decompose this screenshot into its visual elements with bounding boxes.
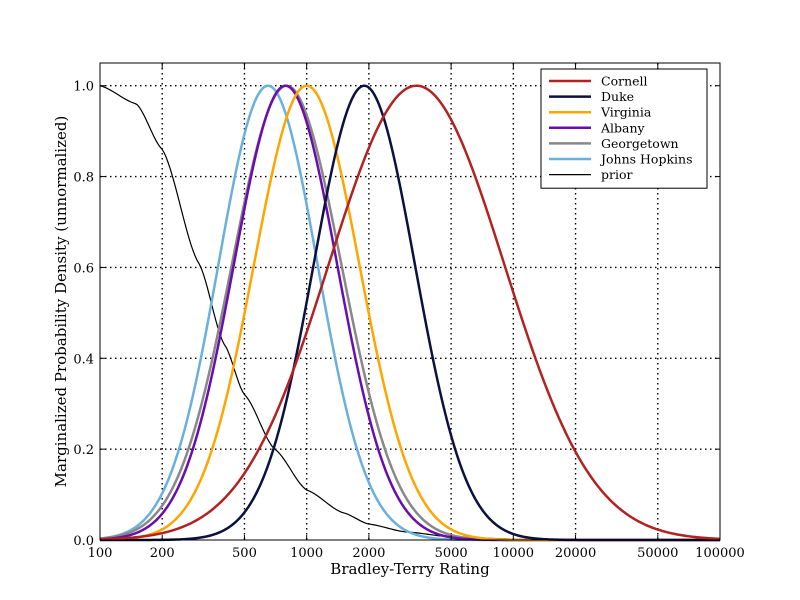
y-tick-label: 0.0 xyxy=(73,534,94,549)
y-tick-label: 0.8 xyxy=(73,171,94,186)
x-tick-label: 500 xyxy=(232,546,257,561)
legend-label-duke: Duke xyxy=(601,89,634,104)
x-axis-label: Bradley-Terry Rating xyxy=(330,560,490,578)
legend-label-albany: Albany xyxy=(600,120,646,135)
y-tick-label: 1.0 xyxy=(73,80,94,95)
legend: CornellDukeVirginiaAlbanyGeorgetownJohns… xyxy=(540,68,708,189)
axis-ticks: 100 200 500 1000 2000 5000 10000 20000 50000 1000… xyxy=(73,63,745,561)
y-tick-label: 0.2 xyxy=(73,443,94,458)
legend-label-georgetown: Georgetown xyxy=(601,136,679,151)
y-tick-label: 0.4 xyxy=(73,352,94,367)
x-tick-label: 100000 xyxy=(695,546,745,561)
y-axis-label: Marginalized Probability Density (unnorm… xyxy=(52,116,70,488)
plot-frame xyxy=(99,62,721,541)
x-tick-label: 10000 xyxy=(493,546,534,561)
x-tick-label: 5000 xyxy=(435,546,468,561)
legend-label-virginia: Virginia xyxy=(600,105,652,120)
series-line-cornell xyxy=(99,84,721,541)
legend-label-prior: prior xyxy=(601,167,633,182)
legend-label-cornell: Cornell xyxy=(601,74,648,89)
legend-label-johns-hopkins: Johns Hopkins xyxy=(599,152,693,167)
x-tick-label: 50000 xyxy=(637,546,678,561)
x-tick-label: 200 xyxy=(150,546,175,561)
x-tick-label: 100 xyxy=(88,546,113,561)
x-tick-label: 20000 xyxy=(555,546,596,561)
x-tick-label: 1000 xyxy=(290,546,323,561)
x-tick-label: 2000 xyxy=(352,546,385,561)
y-tick-label: 0.6 xyxy=(73,261,94,276)
